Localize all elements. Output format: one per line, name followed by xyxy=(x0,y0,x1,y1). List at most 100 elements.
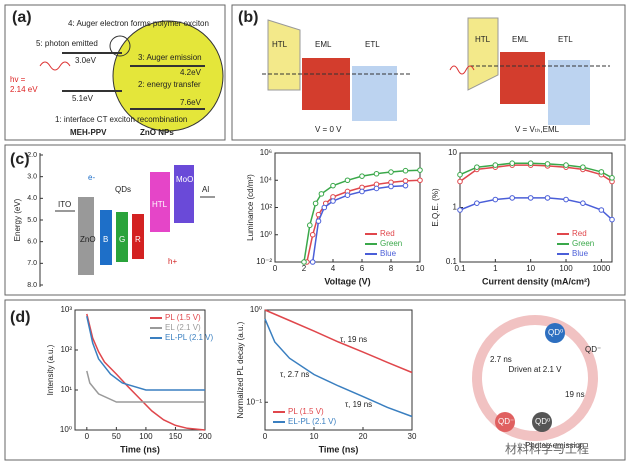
legend-label: PL (1.5 V) xyxy=(165,313,201,322)
text: ITO xyxy=(58,200,71,209)
x-axis-label: Time (ns) xyxy=(319,444,359,454)
point xyxy=(402,167,409,174)
energy-tick-label: 3.0 xyxy=(27,174,37,181)
point xyxy=(301,259,307,265)
y-tick-label: 10⁰ xyxy=(60,425,72,434)
point xyxy=(315,218,322,224)
text: MoO₃ xyxy=(176,175,197,184)
text: 3: Auger emission xyxy=(138,53,202,62)
point xyxy=(563,196,569,203)
series-line xyxy=(459,162,613,179)
panel-frame xyxy=(231,4,626,141)
htl xyxy=(467,17,499,91)
text: EML xyxy=(315,40,332,49)
point xyxy=(474,164,480,170)
x-tick-label: 50 xyxy=(112,432,121,441)
level xyxy=(62,52,122,54)
photon-wave xyxy=(449,65,475,75)
point xyxy=(321,204,328,211)
qd-band xyxy=(100,210,112,265)
point xyxy=(417,167,423,173)
legend-label: PL (1.5 V) xyxy=(288,407,324,416)
legend-label: Blue xyxy=(572,249,589,258)
text: ZnO xyxy=(80,235,96,244)
zno-circle xyxy=(112,20,224,132)
text: Photon emission xyxy=(525,441,584,450)
x-tick-label: 150 xyxy=(169,432,183,441)
point xyxy=(544,161,551,167)
point xyxy=(344,177,351,184)
energy-tick-label: 2.0 xyxy=(27,152,37,159)
text: 2: energy transfer xyxy=(138,80,201,89)
point xyxy=(344,192,351,198)
point xyxy=(509,195,516,201)
x-tick-label: 100 xyxy=(559,264,573,273)
annotation: τ, 19 ns xyxy=(340,335,367,344)
text: Driven at 2.1 V xyxy=(509,365,563,374)
point xyxy=(509,160,516,166)
legend-label: Blue xyxy=(380,249,397,258)
series-line xyxy=(459,197,613,221)
point xyxy=(457,207,463,213)
point xyxy=(330,198,336,204)
eml xyxy=(302,58,350,110)
x-tick-label: 30 xyxy=(408,432,417,441)
x-tick-label: 0 xyxy=(85,432,90,441)
panel-frame xyxy=(4,144,626,296)
energy-tick-label: 5.0 xyxy=(27,217,37,224)
point xyxy=(598,169,605,175)
level xyxy=(130,108,205,110)
y-tick-label: 10⁻² xyxy=(256,257,272,266)
energy-tick-label: 4.0 xyxy=(27,195,37,202)
text: QD⁻ xyxy=(498,417,514,426)
y-tick-label: 10¹ xyxy=(60,385,72,394)
y-tick-label: 10⁶ xyxy=(260,148,272,157)
x-tick-label: 6 xyxy=(360,264,365,273)
point xyxy=(598,207,605,213)
point xyxy=(527,160,534,166)
level xyxy=(130,65,205,67)
text: B xyxy=(103,235,108,244)
point xyxy=(457,178,463,185)
legend-label: EL-PL (2.1 V) xyxy=(165,333,214,342)
text: QD⁰ xyxy=(535,417,550,426)
htl-band xyxy=(150,172,170,232)
photon-wave xyxy=(39,61,71,71)
text: h+ xyxy=(168,257,177,266)
annotation: τ, 19 ns xyxy=(345,400,372,409)
text: 1: interface CT exciton recombination xyxy=(55,115,187,124)
point xyxy=(580,200,586,206)
y-tick-label: 10⁴ xyxy=(260,175,273,184)
point xyxy=(359,188,365,195)
point xyxy=(312,200,319,207)
point xyxy=(492,196,499,203)
point xyxy=(474,200,480,206)
text: 2.14 eV xyxy=(10,85,38,94)
series-line xyxy=(86,316,205,391)
point xyxy=(373,185,380,192)
text: EML xyxy=(512,35,529,44)
series-line xyxy=(264,318,413,418)
text: ETL xyxy=(365,40,380,49)
text: 3.0eV xyxy=(75,56,97,65)
point xyxy=(330,182,336,189)
y-tick-label: 1 xyxy=(453,203,458,212)
series-line xyxy=(86,370,205,403)
point xyxy=(359,173,365,179)
x-tick-label: 200 xyxy=(198,432,212,441)
point xyxy=(318,191,325,197)
text: HTL xyxy=(152,200,168,209)
text: MEH-PPV xyxy=(70,128,107,137)
x-tick-label: 20 xyxy=(359,432,368,441)
text: 7.6eV xyxy=(180,98,202,107)
htl xyxy=(267,19,301,91)
x-tick-label: 8 xyxy=(389,264,394,273)
y-tick-label: 10² xyxy=(260,203,272,212)
text: hv = xyxy=(10,75,26,84)
point xyxy=(309,231,316,238)
text: QD⁰ xyxy=(548,328,563,337)
point xyxy=(457,171,463,178)
y-tick-label: 10² xyxy=(60,345,72,354)
qd-band xyxy=(116,212,128,262)
moo-band xyxy=(174,165,194,223)
